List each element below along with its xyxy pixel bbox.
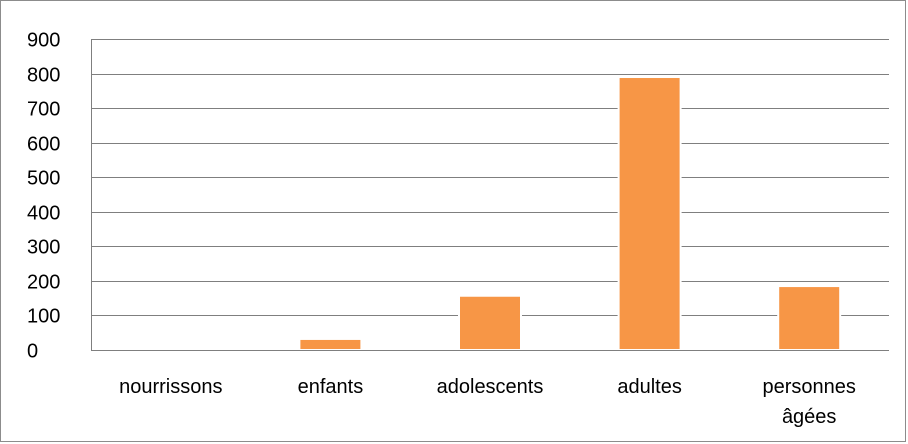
x-tick-label: enfants [298,376,364,398]
y-tick-label: 600 [27,134,60,156]
x-tick-label: adultes [617,376,682,398]
x-tick-label-line: adolescents [437,376,544,398]
y-tick-label: 400 [27,203,60,225]
axes [91,39,889,351]
x-tick-label-line: nourrissons [119,376,222,398]
x-tick-label: personnes âgées [762,376,855,428]
y-tick-label: 200 [27,272,60,294]
y-tick-label: 0 [27,341,38,363]
y-tick-label: 500 [27,168,60,190]
y-tick-labels: 0 100 200 300 400 500 600 700 800 900 [27,30,60,363]
gridlines [91,39,889,316]
x-tick-label-line: enfants [298,376,364,398]
x-tick-label: adolescents [437,376,544,398]
x-tick-label-line: adultes [617,376,682,398]
bars [138,76,842,352]
x-tick-label-line: âgées [782,406,837,428]
y-tick-label: 900 [27,30,60,52]
y-tick-label: 700 [27,99,60,121]
bar [458,294,522,351]
bar [138,347,203,352]
bar [617,76,682,351]
bar [777,285,842,352]
y-tick-label: 300 [27,237,60,259]
y-tick-label: 800 [27,65,60,87]
x-tick-label: nourrissons [119,376,222,398]
x-tick-labels: nourrissons enfants adolescents adultes pers… [119,376,856,428]
bar [298,337,363,352]
x-tick-label-line: personnes [762,376,855,398]
y-tick-label: 100 [27,306,60,328]
